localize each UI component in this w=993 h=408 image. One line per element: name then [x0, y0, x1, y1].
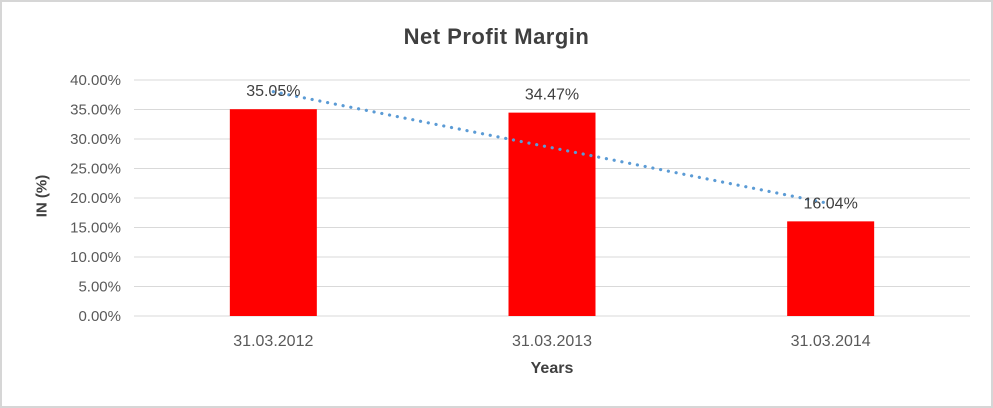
- x-tick-label: 31.03.2014: [791, 333, 871, 350]
- x-tick-label: 31.03.2012: [233, 333, 313, 350]
- trendline: [271, 90, 833, 206]
- y-tick-label: 20.00%: [70, 190, 121, 207]
- bar: [787, 221, 875, 316]
- y-tick-label: 5.00%: [78, 279, 121, 296]
- x-axis-title: Years: [530, 360, 574, 377]
- data-label: 34.47%: [525, 87, 579, 104]
- y-tick-label: 15.00%: [70, 220, 121, 237]
- y-tick-label: 10.00%: [70, 249, 121, 266]
- y-tick-label: 0.00%: [78, 308, 121, 325]
- y-tick-label: 40.00%: [70, 72, 121, 89]
- data-label: 35.05%: [246, 83, 300, 100]
- y-tick-label: 30.00%: [70, 131, 121, 148]
- bar: [508, 112, 596, 316]
- x-tick-label: 31.03.2013: [512, 333, 592, 350]
- bar: [229, 109, 317, 316]
- y-tick-label: 25.00%: [70, 161, 121, 178]
- y-tick-label: 35.00%: [70, 102, 121, 119]
- chart-title: Net Profit Margin: [403, 24, 590, 49]
- data-label: 16.04%: [804, 195, 858, 212]
